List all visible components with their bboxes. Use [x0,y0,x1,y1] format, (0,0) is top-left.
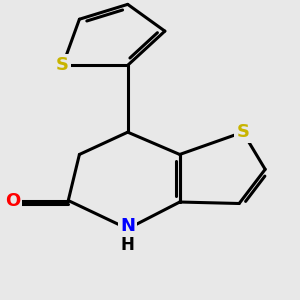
Text: H: H [121,236,135,254]
Text: S: S [236,123,249,141]
Text: N: N [120,217,135,235]
Text: S: S [56,56,69,74]
Text: O: O [5,191,20,209]
